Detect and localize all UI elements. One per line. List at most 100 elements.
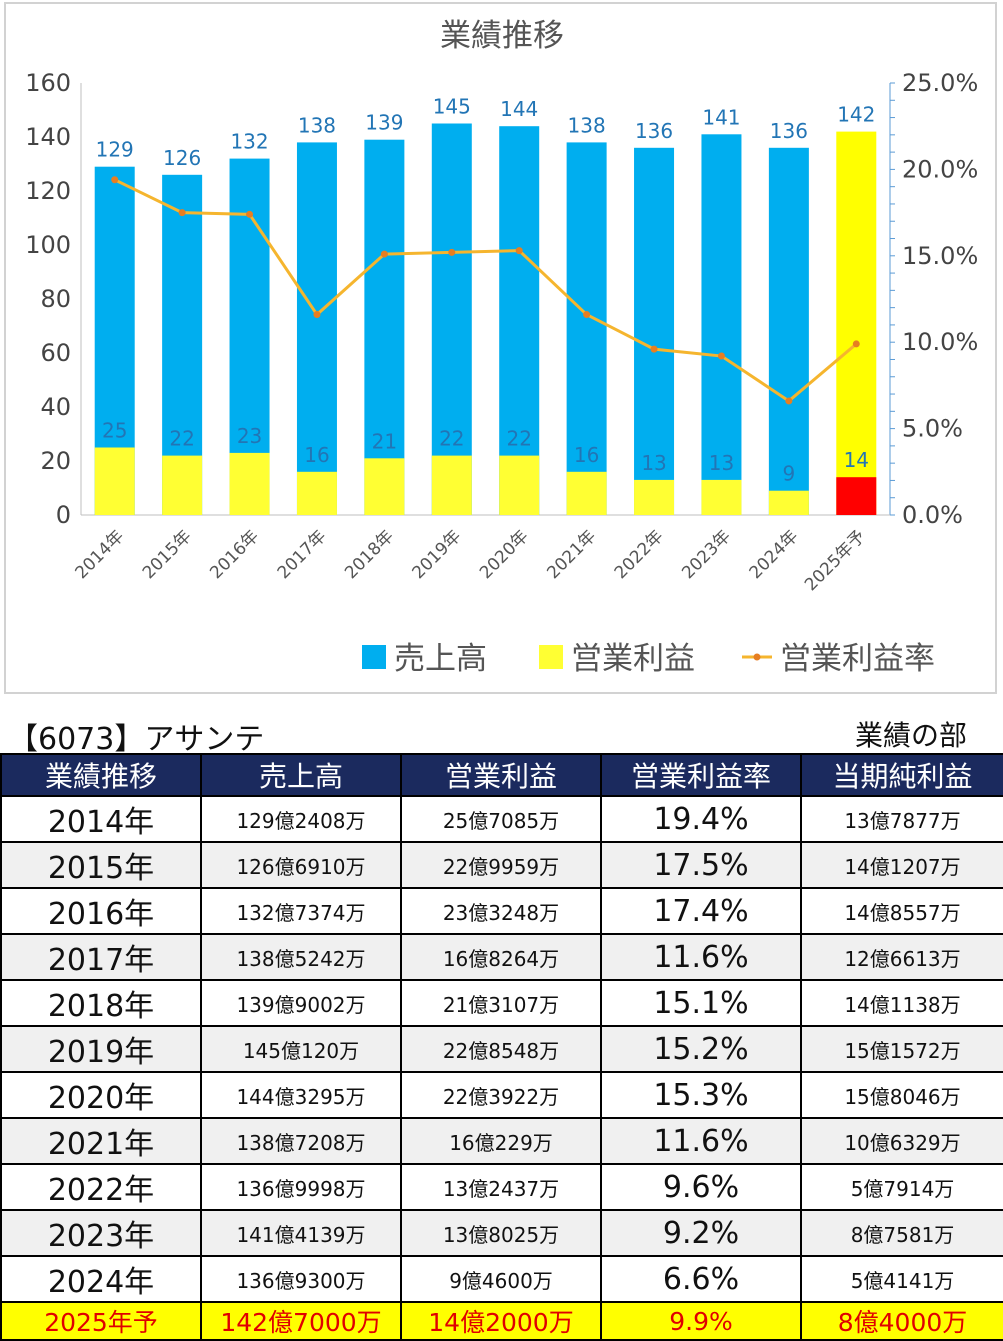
- cell-period: 2020年: [0, 1071, 202, 1119]
- y-left-tick-label: 60: [40, 339, 71, 367]
- cell-net-income: 15億8046万: [800, 1071, 1003, 1119]
- operating-profit-bar: [836, 477, 877, 515]
- cell-sales: 136億9300万: [200, 1255, 402, 1303]
- operating-profit-bar: [566, 471, 607, 515]
- table-row: 2021年 138億7208万 16億229万 11.6% 10億6329万: [0, 1117, 1003, 1165]
- table-header-row: 業績推移 売上高 営業利益 営業利益率 当期純利益: [0, 753, 1003, 797]
- cell-net-income: 5億4141万: [800, 1255, 1003, 1303]
- table-row: 2016年 132億7374万 23億3248万 17.4% 14億8557万: [0, 887, 1003, 935]
- cell-operating-profit: 23億3248万: [400, 887, 602, 935]
- cell-period: 2019年: [0, 1025, 202, 1073]
- header-operating-margin: 営業利益率: [600, 753, 802, 797]
- y-left-tick-label: 80: [40, 285, 71, 313]
- operating-margin-point: [448, 248, 456, 256]
- cell-net-income: 8億4000万: [800, 1301, 1003, 1341]
- cell-operating-margin: 9.2%: [600, 1209, 802, 1257]
- x-tick-label: 2014年: [71, 526, 128, 583]
- cell-net-income: 15億1572万: [800, 1025, 1003, 1073]
- sales-bar: [499, 126, 540, 515]
- cell-operating-margin: 6.6%: [600, 1255, 802, 1303]
- performance-chart: 業績推移 0 20 40 60 80 100 120 140 160 0.0% 5.0% 10.0% 15…: [25, 18, 978, 677]
- operating-profit-data-label: 13: [709, 451, 734, 475]
- cell-period: 2025年予: [0, 1301, 202, 1341]
- chart-panel: 業績推移 0 20 40 60 80 100 120 140 160 0.0% 5.0% 10.0% 15…: [4, 2, 997, 694]
- cell-operating-margin: 15.3%: [600, 1071, 802, 1119]
- y-right-tick-label: 0.0%: [902, 501, 963, 529]
- cell-net-income: 14億8557万: [800, 887, 1003, 935]
- table-row: 2017年 138億5242万 16億8264万 11.6% 12億6613万: [0, 933, 1003, 981]
- sales-data-label: 141: [702, 105, 740, 129]
- sales-bar: [566, 142, 607, 515]
- sales-data-label: 145: [433, 95, 471, 119]
- header-period: 業績推移: [0, 753, 202, 797]
- cell-operating-profit: 22億3922万: [400, 1071, 602, 1119]
- cell-net-income: 14億1138万: [800, 979, 1003, 1027]
- operating-profit-bar: [296, 471, 337, 515]
- cell-sales: 141億4139万: [200, 1209, 402, 1257]
- table-row: 2020年 144億3295万 22億3922万 15.3% 15億8046万: [0, 1071, 1003, 1119]
- x-tick-label: 2019年: [409, 526, 466, 583]
- cell-operating-margin: 15.2%: [600, 1025, 802, 1073]
- sales-data-label: 138: [298, 113, 336, 137]
- operating-profit-data-label: 22: [439, 427, 464, 451]
- sales-bar: [768, 147, 809, 516]
- operating-margin-point: [852, 340, 860, 348]
- x-tick-label: 2017年: [274, 526, 331, 583]
- operating-profit-data-label: 25: [102, 419, 127, 443]
- table-row: 2022年 136億9998万 13億2437万 9.6% 5億7914万: [0, 1163, 1003, 1211]
- cell-operating-profit: 16億229万: [400, 1117, 602, 1165]
- operating-profit-bar: [364, 458, 405, 515]
- cell-operating-margin: 15.1%: [600, 979, 802, 1027]
- cell-operating-profit: 9億4600万: [400, 1255, 602, 1303]
- sales-data-label: 139: [365, 111, 403, 135]
- legend-sales-label: 売上高: [394, 641, 487, 677]
- legend-operating-profit-label: 営業利益: [571, 641, 695, 677]
- table-row: 2023年 141億4139万 13億8025万 9.2% 8億7581万: [0, 1209, 1003, 1257]
- y-left-tick-label: 40: [40, 393, 71, 421]
- sales-data-label: 136: [770, 119, 808, 143]
- operating-profit-bar: [229, 452, 270, 515]
- table-row: 2018年 139億9002万 21億3107万 15.1% 14億1138万: [0, 979, 1003, 1027]
- sales-bar: [296, 142, 337, 515]
- legend-operating-profit-swatch: [539, 645, 563, 669]
- y-right-tick-label: 15.0%: [902, 242, 978, 270]
- cell-operating-profit: 13億2437万: [400, 1163, 602, 1211]
- cell-sales: 132億7374万: [200, 887, 402, 935]
- cell-operating-profit: 13億8025万: [400, 1209, 602, 1257]
- sales-bar: [701, 134, 742, 516]
- table-row: 2019年 145億120万 22億8548万 15.2% 15億1572万: [0, 1025, 1003, 1073]
- operating-profit-bar: [499, 455, 540, 515]
- cell-sales: 139億9002万: [200, 979, 402, 1027]
- cell-net-income: 5億7914万: [800, 1163, 1003, 1211]
- table-body: 2014年 129億2408万 25億7085万 19.4% 13億7877万 2015年…: [0, 795, 1003, 1341]
- cell-period: 2018年: [0, 979, 202, 1027]
- header-net-income: 当期純利益: [800, 753, 1003, 797]
- operating-margin-point: [178, 209, 186, 217]
- x-tick-label: 2024年: [746, 526, 803, 583]
- operating-profit-bar: [162, 455, 203, 515]
- operating-margin-point: [583, 311, 591, 319]
- x-tick-label: 2020年: [476, 526, 533, 583]
- cell-period: 2015年: [0, 841, 202, 889]
- operating-margin-point: [650, 345, 658, 353]
- x-tick-label: 2025年予: [801, 526, 870, 595]
- y-left-tick-label: 0: [56, 501, 71, 529]
- cell-sales: 145億120万: [200, 1025, 402, 1073]
- cell-operating-margin: 17.5%: [600, 841, 802, 889]
- cell-period: 2014年: [0, 795, 202, 843]
- section-label: 業績の部: [854, 719, 967, 752]
- cell-net-income: 13億7877万: [800, 795, 1003, 843]
- sales-bar: [364, 139, 405, 515]
- operating-profit-bar: [701, 479, 742, 515]
- operating-margin-point: [313, 311, 321, 319]
- cell-period: 2021年: [0, 1117, 202, 1165]
- operating-profit-data-label: 9: [783, 462, 796, 486]
- y-right-tick-label: 5.0%: [902, 415, 963, 443]
- sales-data-label: 142: [837, 103, 875, 127]
- cell-operating-margin: 9.9%: [600, 1301, 802, 1341]
- sales-data-label: 138: [568, 113, 606, 137]
- cell-sales: 142億7000万: [200, 1301, 402, 1341]
- table-row: 2014年 129億2408万 25億7085万 19.4% 13億7877万: [0, 795, 1003, 843]
- y-right-tick-label: 20.0%: [902, 155, 978, 183]
- company-name: 【6073】アサンテ: [8, 722, 265, 757]
